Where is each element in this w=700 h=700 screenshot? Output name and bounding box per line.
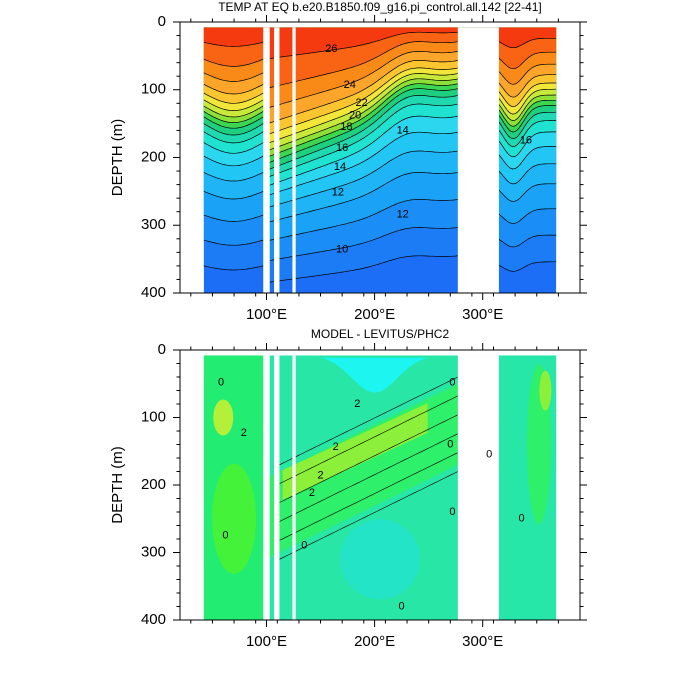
difference-contour-line [279, 376, 458, 466]
difference-band [340, 519, 420, 600]
difference-contour-line [279, 433, 458, 522]
y-tick-label: 200 [141, 148, 166, 165]
land-mask [263, 27, 270, 293]
difference-contour-fill [203, 355, 557, 620]
x-tick-label: 100°E [246, 306, 287, 323]
difference-band [282, 403, 428, 500]
temperature-axes: 0 100 200 300 400 100°E 200°E 300°E DEPTH (m) [109, 13, 587, 323]
y-tick-label: 400 [141, 611, 166, 628]
land-mask [274, 27, 280, 293]
contour-label: 2 [241, 427, 247, 439]
contour-label: 0 [218, 376, 224, 388]
contour-label: 24 [344, 79, 356, 91]
contour-label: 20 [349, 109, 361, 121]
temperature-panel: TEMP AT EQ b.e20.B1850.f09_g16.pi_contro… [109, 0, 587, 323]
difference-contour-line [279, 414, 458, 503]
contour-label: 14 [334, 161, 346, 173]
y-tick-label: 400 [141, 284, 166, 301]
difference-land-masks [263, 355, 499, 620]
temperature-land-masks [263, 27, 499, 293]
contour-label: 12 [332, 187, 344, 199]
land-mask [457, 355, 499, 620]
contour-label: 18 [340, 121, 352, 133]
difference-band [213, 399, 234, 436]
contour-label: 2 [354, 398, 360, 410]
y-tick-label: 300 [141, 543, 166, 560]
contour-label: 0 [447, 438, 453, 450]
contour-label: 22 [355, 97, 367, 109]
y-tick-label: 300 [141, 216, 166, 233]
contour-label: 0 [222, 530, 228, 542]
contour-label: 2 [309, 487, 315, 499]
land-mask [292, 355, 296, 620]
difference-contour-line [279, 471, 458, 560]
contour-label: 0 [519, 513, 525, 525]
x-tick-label: 300°E [462, 633, 503, 650]
difference-contour-line [279, 452, 458, 541]
y-axis-label: DEPTH (m) [109, 119, 126, 197]
difference-contour-lines [279, 376, 458, 560]
contour-label: 26 [325, 43, 337, 55]
temperature-panel-title: TEMP AT EQ b.e20.B1850.f09_g16.pi_contro… [218, 0, 542, 14]
y-axis-label: DEPTH (m) [109, 446, 126, 524]
difference-contour-line [279, 395, 458, 484]
land-mask [263, 355, 270, 620]
contour-label: 16 [520, 134, 532, 146]
difference-panel-title: MODEL - LEVITUS/PHC2 [311, 327, 450, 341]
difference-band [212, 463, 257, 574]
land-mask [292, 27, 296, 293]
y-tick-label: 100 [141, 408, 166, 425]
contour-label: 2 [333, 441, 339, 453]
x-tick-label: 200°E [354, 633, 395, 650]
x-tick-label: 100°E [246, 633, 287, 650]
contour-label: 12 [397, 208, 409, 220]
y-tick-label: 0 [158, 13, 166, 30]
x-tick-label: 300°E [462, 306, 503, 323]
difference-band [539, 370, 552, 411]
land-mask [274, 355, 280, 620]
contour-label: 2 [317, 469, 323, 481]
contour-label: 14 [397, 124, 409, 136]
y-tick-label: 0 [158, 341, 166, 358]
difference-band [320, 357, 429, 393]
x-tick-label: 200°E [354, 306, 395, 323]
land-mask [457, 27, 499, 293]
contour-label: 0 [449, 376, 455, 388]
contour-label: 0 [301, 540, 307, 552]
contour-label: 10 [336, 244, 348, 256]
contour-label: 0 [486, 449, 492, 461]
contour-label: 0 [449, 506, 455, 518]
y-tick-label: 100 [141, 81, 166, 98]
y-tick-label: 200 [141, 476, 166, 493]
contour-label: 0 [399, 600, 405, 612]
contour-label: 16 [336, 142, 348, 154]
